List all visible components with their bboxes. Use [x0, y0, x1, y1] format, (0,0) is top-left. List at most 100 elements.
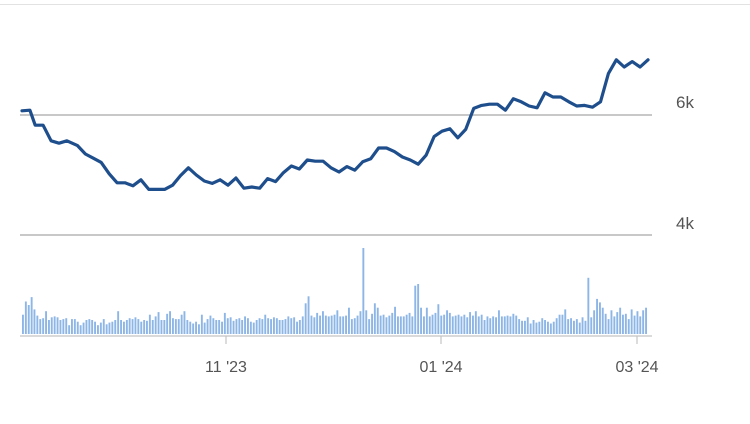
- volume-bar: [235, 319, 238, 334]
- volume-bar: [284, 319, 287, 334]
- volume-bar: [529, 323, 532, 334]
- volume-bar: [258, 318, 261, 334]
- volume-bar: [486, 316, 489, 334]
- volume-bar: [558, 314, 561, 334]
- volume-bar: [575, 319, 578, 334]
- volume-bar: [339, 316, 342, 334]
- volume-bar: [549, 323, 552, 334]
- volume-bar: [203, 322, 206, 334]
- volume-bar: [509, 316, 512, 334]
- volume-bar: [172, 318, 174, 334]
- volume-bar: [212, 318, 215, 334]
- volume-bar: [330, 315, 333, 334]
- volume-bar: [457, 314, 460, 334]
- volume-bar: [189, 321, 192, 334]
- volume-bar: [307, 296, 310, 334]
- volume-bar: [385, 317, 388, 334]
- volume-bar: [273, 317, 275, 334]
- volume-bar: [483, 320, 486, 334]
- volume-bar: [333, 314, 336, 334]
- volume-bar: [489, 318, 492, 334]
- volume-bar: [365, 310, 368, 334]
- volume-bar: [599, 302, 601, 334]
- volume-bar: [359, 311, 362, 334]
- volume-bar: [85, 320, 88, 334]
- volume-bar: [547, 321, 549, 334]
- volume-bar: [304, 303, 307, 334]
- volume-bar: [345, 315, 347, 334]
- volume-bar: [97, 325, 99, 334]
- volume-bar: [238, 318, 241, 334]
- volume-bar: [125, 320, 128, 334]
- volume-bar: [584, 320, 587, 334]
- volume-bar: [221, 321, 223, 334]
- volume-bar: [131, 319, 134, 334]
- volume-bar: [601, 307, 604, 334]
- volume-bar: [247, 318, 249, 334]
- volume-bar: [143, 320, 146, 334]
- volume-bar: [68, 325, 71, 334]
- volume-bar: [310, 315, 313, 334]
- volume-bar: [327, 316, 330, 334]
- volume-bar: [71, 319, 73, 334]
- volume-bar: [313, 317, 316, 334]
- top-border: [0, 4, 750, 5]
- volume-bar: [261, 319, 264, 334]
- volume-bar: [146, 320, 148, 334]
- volume-bar: [388, 315, 391, 334]
- volume-bar: [397, 316, 399, 334]
- volume-bar: [627, 319, 630, 334]
- volume-bar: [148, 314, 151, 334]
- volume-bar: [166, 313, 169, 334]
- volume-bar: [215, 320, 218, 334]
- volume-bar: [408, 312, 411, 334]
- volume-bar: [596, 298, 598, 334]
- volume-bar: [604, 313, 607, 334]
- volume-bar: [425, 307, 428, 334]
- volume-bar: [506, 315, 509, 334]
- volume-bars: [22, 248, 647, 334]
- volume-bar: [561, 314, 564, 334]
- volume-bar: [622, 314, 624, 334]
- volume-bar: [218, 320, 221, 334]
- volume-bar: [140, 321, 143, 334]
- volume-bar: [157, 312, 160, 334]
- volume-bar: [362, 248, 365, 334]
- volume-bar: [42, 318, 45, 334]
- volume-bar: [495, 317, 497, 334]
- volume-bar: [480, 314, 483, 334]
- volume-bar: [151, 320, 154, 334]
- volume-bar: [538, 321, 541, 334]
- volume-bar: [183, 311, 186, 334]
- volume-bar: [454, 315, 457, 334]
- volume-bar: [287, 316, 290, 334]
- volume-bar: [570, 318, 572, 334]
- volume-bar: [24, 301, 27, 334]
- volume-bar: [587, 277, 590, 334]
- volume-bar: [198, 324, 200, 334]
- volume-bar: [460, 316, 463, 334]
- volume-bar: [91, 320, 94, 334]
- volume-bar: [411, 316, 414, 334]
- volume-bar: [120, 320, 122, 334]
- volume-bar: [62, 319, 65, 334]
- volume-bar: [278, 320, 281, 334]
- volume-bar: [463, 314, 466, 334]
- x-axis-labels: 11 '23 01 '24 03 '24: [205, 359, 659, 376]
- volume-bar: [324, 315, 327, 334]
- volume-bar: [296, 321, 298, 334]
- volume-bar: [105, 324, 108, 334]
- volume-bar: [518, 319, 521, 334]
- volume-bar: [82, 322, 85, 334]
- x-tick-nov-23: 11 '23: [205, 359, 247, 376]
- volume-bar: [36, 315, 39, 334]
- volume-bar: [290, 318, 293, 334]
- volume-bar: [500, 316, 503, 334]
- volume-bar: [30, 297, 33, 334]
- y-axis-labels: 6k 4k: [676, 93, 694, 233]
- volume-bar: [474, 311, 477, 334]
- volume-bar: [423, 316, 425, 334]
- volume-bar: [391, 312, 394, 334]
- volume-bar: [298, 320, 301, 334]
- volume-bar: [555, 318, 558, 334]
